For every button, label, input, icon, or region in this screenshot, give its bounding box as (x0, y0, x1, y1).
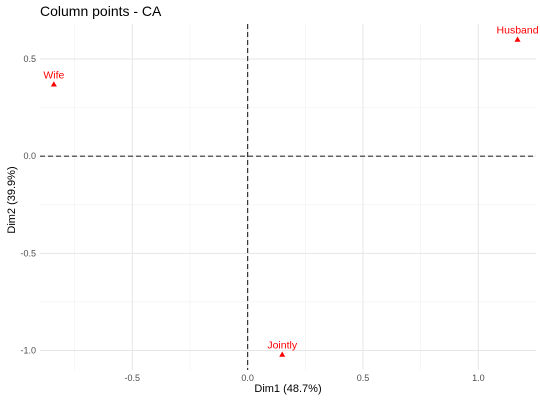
point-label: Husband (497, 25, 539, 37)
y-tick-label: -1.0 (20, 346, 36, 356)
x-tick-label: 1.0 (472, 373, 485, 383)
point-label: Jointly (267, 339, 298, 351)
y-tick-label: 0.5 (23, 54, 36, 64)
point-marker (514, 36, 521, 42)
reference-lines (40, 24, 536, 370)
x-tick-label: 0.5 (357, 373, 370, 383)
x-axis-title: Dim1 (48.7%) (254, 383, 321, 395)
y-tick-label: 0.0 (23, 151, 36, 161)
y-axis-title: Dim2 (39.9%) (6, 166, 18, 233)
point-marker (50, 81, 57, 87)
major-gridlines (40, 24, 536, 370)
point-label: Wife (43, 69, 64, 81)
x-tick-label: 0.0 (241, 373, 254, 383)
y-tick-label: -0.5 (20, 248, 36, 258)
tick-labels: -0.5 0.0 0.5 1.0 0.5 0.0 -0.5 -1.0 (20, 54, 484, 383)
data-points: Wife Husband Jointly (43, 25, 539, 357)
x-tick-label: -0.5 (125, 373, 141, 383)
chart-title: Column points - CA (40, 3, 162, 19)
minor-gridlines (40, 24, 536, 370)
point-marker (279, 351, 286, 357)
